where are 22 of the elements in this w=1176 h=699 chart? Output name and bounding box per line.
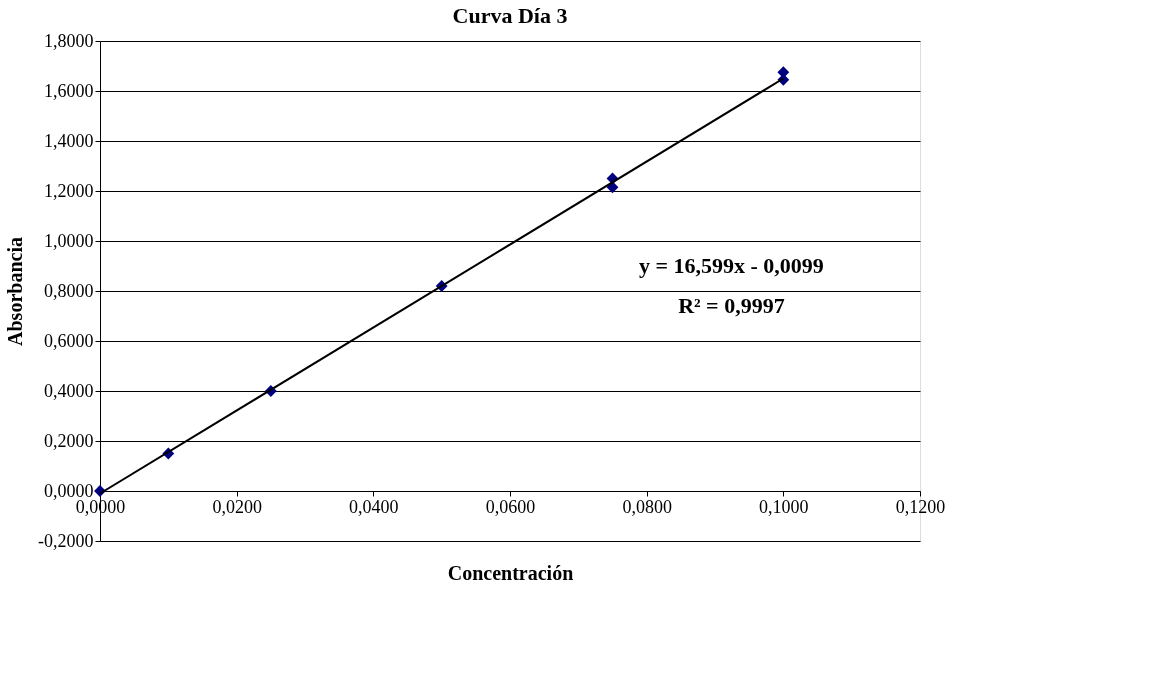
y-tick-label: 1,2000 bbox=[44, 180, 94, 201]
y-tick-label: -0,2000 bbox=[38, 530, 94, 551]
x-tick-label: 0,0400 bbox=[349, 496, 399, 517]
y-tick-label: 1,4000 bbox=[44, 130, 94, 151]
y-tick-label: 1,0000 bbox=[44, 230, 94, 251]
x-tick-label: 0,1200 bbox=[895, 496, 946, 517]
y-tick-label: 0,4000 bbox=[44, 380, 94, 401]
x-tick-label: 0,1000 bbox=[759, 496, 809, 517]
chart-title: Curva Día 3 bbox=[452, 3, 568, 28]
x-tick-label: 0,0600 bbox=[485, 496, 536, 517]
x-tick-label: 0,0800 bbox=[622, 496, 672, 517]
y-tick-label: 0,8000 bbox=[44, 280, 94, 301]
x-tick-label: 0,0200 bbox=[212, 496, 262, 517]
y-tick-label: 0,0000 bbox=[44, 480, 94, 501]
y-tick-label: 1,6000 bbox=[44, 80, 94, 101]
y-axis-title: Absorbancia bbox=[4, 237, 27, 346]
y-tick-label: 0,6000 bbox=[44, 330, 94, 351]
annotation: y = 16,599x - 0,0099 bbox=[638, 253, 824, 278]
y-tick-label: 0,2000 bbox=[44, 430, 94, 451]
y-tick-label: 1,8000 bbox=[44, 30, 94, 51]
annotation: R² = 0,9997 bbox=[678, 293, 785, 318]
x-axis-title: Concentración bbox=[447, 561, 574, 584]
